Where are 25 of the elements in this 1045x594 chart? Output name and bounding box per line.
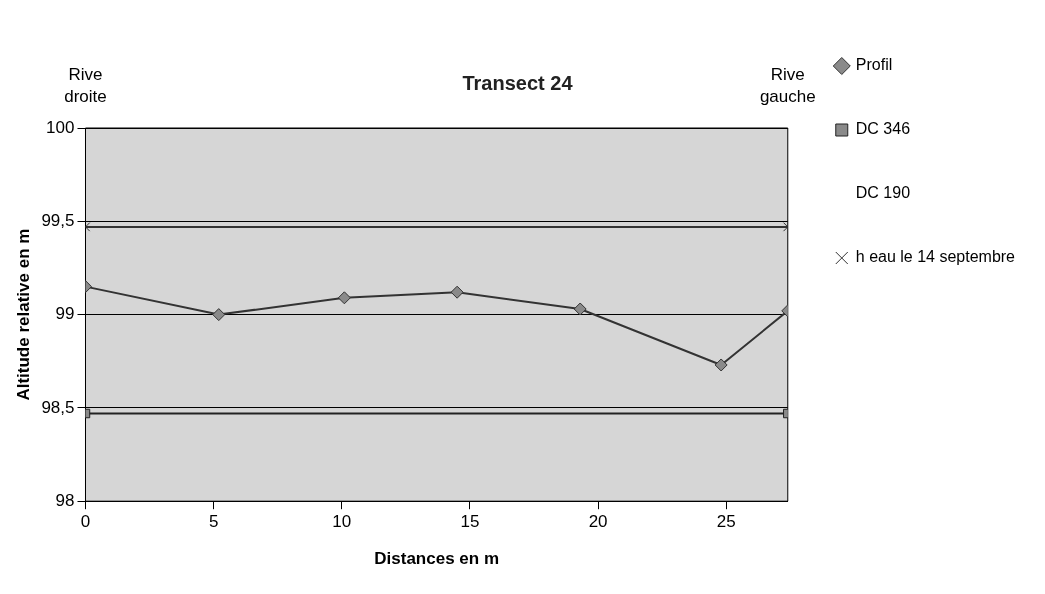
y-tick-label: 98,5 xyxy=(41,397,75,417)
y-tick-label: 98 xyxy=(55,490,75,510)
x-axis-title: Distances en m xyxy=(374,549,499,569)
legend-label: Profil xyxy=(855,56,893,74)
point xyxy=(337,291,351,305)
y-axis-title: Altitude relative en m xyxy=(13,228,33,401)
point xyxy=(212,308,226,322)
x-tick-label: 5 xyxy=(208,512,219,532)
point xyxy=(714,358,728,372)
point xyxy=(450,285,464,299)
x-tick-label: 25 xyxy=(716,512,736,532)
legend-label: DC 346 xyxy=(855,120,911,138)
point xyxy=(573,302,587,316)
y-tick-label: 100 xyxy=(46,117,75,137)
legend-label: h eau le 14 septembre xyxy=(855,248,1016,266)
text: Rive gauche xyxy=(759,65,816,106)
y-tick-label: 99,5 xyxy=(41,210,75,230)
x-tick-label: 15 xyxy=(460,512,480,532)
chart-title: Transect 24 xyxy=(462,71,574,94)
text: Rive droite xyxy=(64,65,107,106)
x-tick-label: 10 xyxy=(332,512,352,532)
x-tick-label: 20 xyxy=(588,512,608,532)
y-tick-label: 99 xyxy=(55,304,75,324)
text: DC 190 xyxy=(855,184,911,202)
x-tick-label: 0 xyxy=(80,512,91,532)
